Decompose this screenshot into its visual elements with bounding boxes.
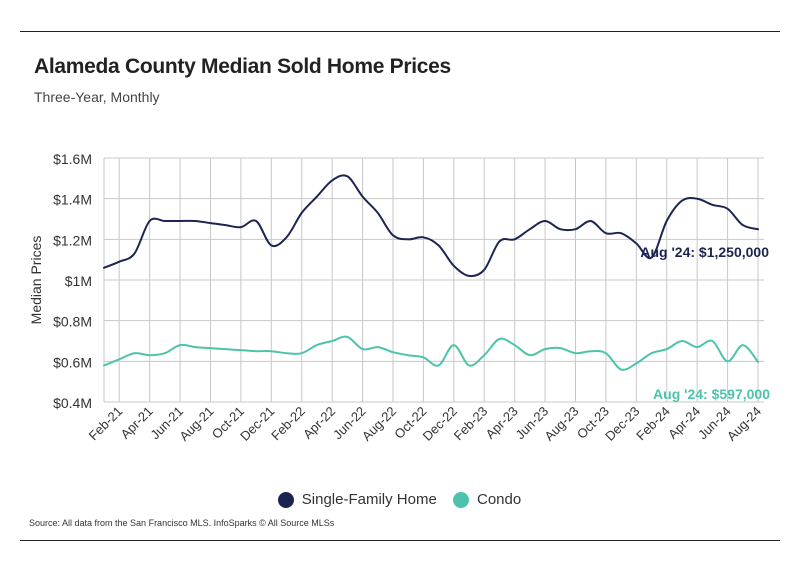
annotation-single-family: Aug '24: $1,250,000: [640, 244, 769, 260]
x-tick-label: Feb-22: [268, 404, 308, 444]
legend-item-condo: Condo: [453, 491, 521, 508]
x-tick-label: Dec-23: [602, 404, 642, 444]
top-rule: [20, 31, 780, 32]
annotation-condo: Aug '24: $597,000: [653, 386, 770, 402]
y-tick-label: $0.4M: [53, 395, 92, 411]
bottom-rule: [20, 540, 780, 541]
y-tick-label: $1.4M: [53, 192, 92, 208]
y-tick-label: $1.2M: [53, 232, 92, 248]
y-axis-label: Median Prices: [28, 236, 44, 325]
legend-label-condo: Condo: [477, 491, 522, 508]
x-tick-label: Aug-22: [359, 404, 399, 444]
chart-title: Alameda County Median Sold Home Prices: [34, 55, 451, 78]
source-note: Source: All data from the San Francisco …: [29, 518, 335, 528]
legend-marker-single-family: [277, 491, 294, 508]
x-tick-label: Aug-24: [724, 404, 764, 444]
x-tick-label: Feb-23: [451, 404, 491, 444]
legend: Single-Family Home Condo: [0, 491, 799, 512]
x-tick-label: Aug-21: [176, 404, 216, 444]
x-tick-label: Dec-21: [237, 404, 277, 444]
y-tick-label: $1M: [65, 273, 92, 289]
legend-label-single-family: Single-Family Home: [301, 491, 437, 508]
series-line-condo: [103, 335, 759, 371]
x-tick-label: Feb-24: [633, 404, 673, 444]
chart-subtitle: Three-Year, Monthly: [34, 89, 160, 105]
y-tick-label: $0.6M: [53, 354, 92, 370]
series-line-single-family: [103, 174, 759, 278]
legend-marker-condo: [453, 491, 469, 508]
x-tick-label: Aug-23: [541, 404, 581, 444]
x-tick-label: Apr-24: [665, 404, 703, 442]
legend-item-single-family: Single-Family Home: [277, 491, 437, 508]
x-tick-label: Apr-22: [300, 404, 338, 442]
y-tick-label: $0.8M: [53, 314, 92, 330]
x-tick-label: Dec-22: [420, 404, 460, 444]
x-tick-label: Apr-23: [483, 404, 521, 442]
y-tick-label: $1.6M: [53, 151, 92, 167]
x-tick-label: Apr-21: [118, 404, 156, 442]
